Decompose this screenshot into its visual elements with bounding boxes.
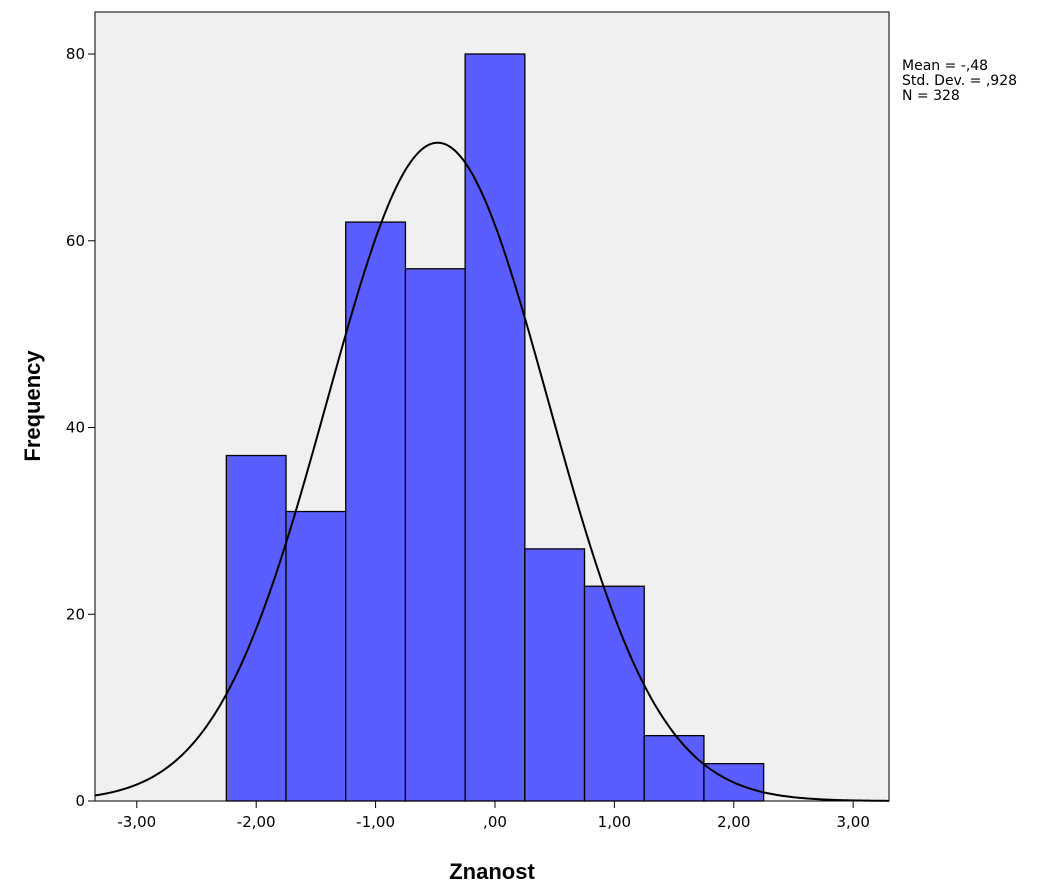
histogram-bar	[643, 734, 705, 802]
x-tick-label: 3,00	[836, 813, 869, 831]
bars-layer	[225, 53, 765, 802]
x-tick-label: -2,00	[237, 813, 276, 831]
histogram-bar	[404, 268, 466, 802]
histogram-bar	[285, 510, 347, 802]
x-tick-label: -1,00	[356, 813, 395, 831]
y-tick-label: 80	[66, 45, 85, 63]
y-tick-label: 40	[66, 419, 85, 437]
histogram-bar	[464, 53, 526, 802]
stats-line: Mean = -,48	[902, 58, 988, 74]
x-tick-label: -3,00	[117, 813, 156, 831]
y-axis: 0 20 40 60 80	[66, 45, 95, 810]
stats-line: Std. Dev. = ,928	[902, 73, 1017, 89]
y-axis-title: Frequency	[20, 350, 45, 462]
x-tick-label: 2,00	[717, 813, 750, 831]
y-tick-label: 60	[66, 232, 85, 250]
x-tick-label: 1,00	[598, 813, 631, 831]
x-tick-label: ,00	[483, 813, 507, 831]
plot-area-border	[94, 11, 890, 802]
histogram-bar	[524, 548, 586, 802]
y-tick-label: 0	[75, 792, 85, 810]
histogram-bar	[583, 585, 645, 802]
x-axis: -3,00 -2,00 -1,00 ,00 1,00 2,00 3,00	[117, 801, 870, 831]
stats-line: N = 328	[902, 88, 960, 104]
y-tick-label: 20	[66, 605, 85, 623]
histogram-bar	[345, 221, 407, 802]
x-axis-title: Znanost	[449, 859, 535, 884]
normal-curve-layer	[94, 141, 890, 802]
normal-curve-line	[94, 141, 890, 802]
